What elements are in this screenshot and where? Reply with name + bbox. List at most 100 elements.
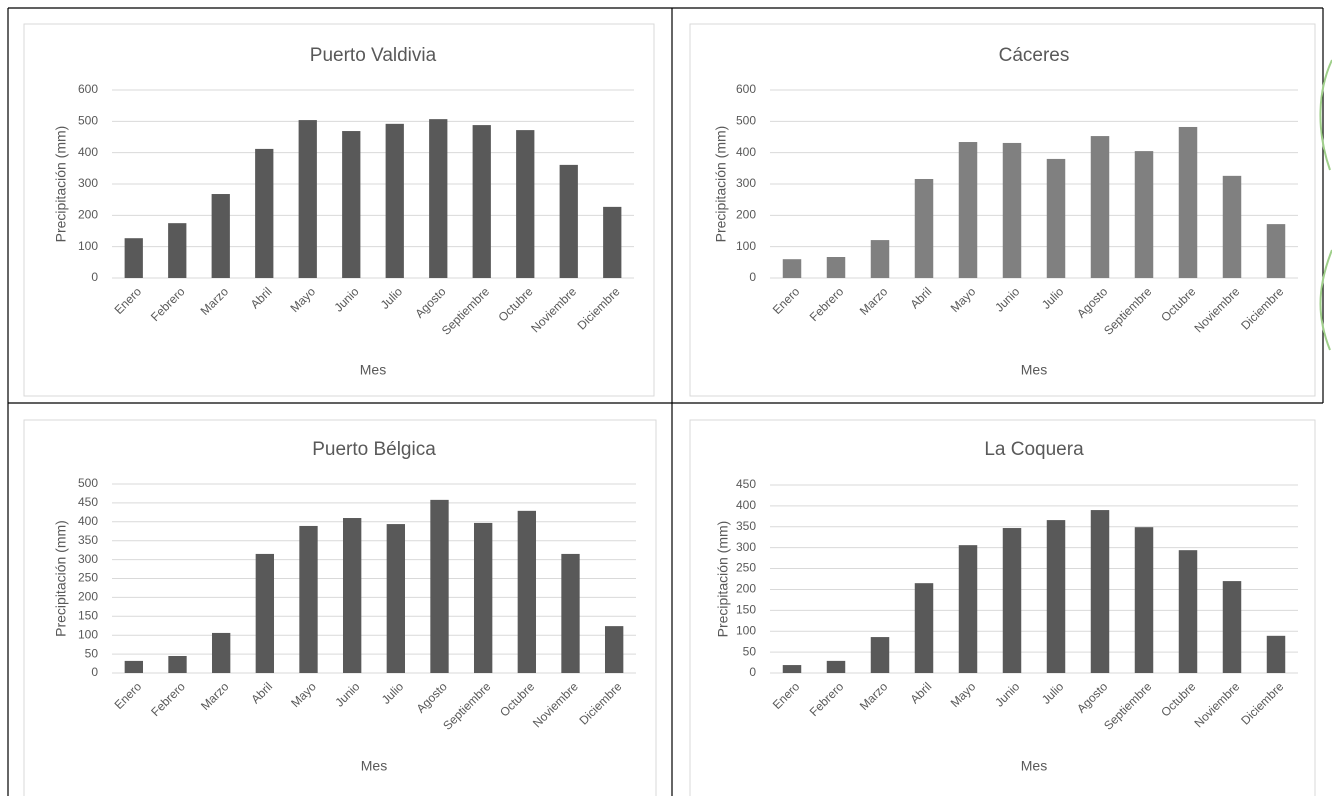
bar <box>255 148 274 278</box>
chart-title: Cáceres <box>999 45 1070 66</box>
bar <box>430 499 449 673</box>
y-tick-label: 400 <box>78 514 98 528</box>
x-axis-title: Mes <box>360 362 386 378</box>
bar <box>1266 224 1286 278</box>
y-tick-label: 300 <box>736 540 756 554</box>
bar <box>1134 151 1154 278</box>
bar <box>604 626 624 673</box>
y-tick-label: 500 <box>736 114 756 128</box>
bar <box>1222 175 1242 278</box>
bar <box>473 522 493 673</box>
bar <box>342 518 362 673</box>
y-tick-label: 150 <box>736 603 756 617</box>
y-tick-label: 0 <box>91 270 98 284</box>
y-tick-label: 400 <box>736 498 756 512</box>
y-tick-label: 400 <box>78 145 98 159</box>
bar <box>1090 136 1110 278</box>
y-tick-label: 450 <box>78 495 98 509</box>
bar <box>1178 126 1198 279</box>
bar <box>1046 520 1066 673</box>
y-tick-label: 100 <box>78 239 98 253</box>
bar <box>298 120 317 278</box>
bar <box>516 130 535 278</box>
y-tick-label: 300 <box>78 176 98 190</box>
bar <box>386 524 406 673</box>
bar <box>211 194 230 278</box>
y-tick-label: 100 <box>736 623 756 637</box>
chart-frame <box>689 23 1316 397</box>
bar <box>826 257 846 278</box>
y-tick-label: 0 <box>749 665 756 679</box>
bar <box>870 637 890 673</box>
bar <box>299 525 318 673</box>
bar <box>429 119 448 278</box>
y-tick-label: 350 <box>78 533 98 547</box>
y-tick-label: 0 <box>749 270 756 284</box>
bar <box>914 178 934 278</box>
bar <box>1178 550 1198 673</box>
y-tick-label: 50 <box>85 646 99 660</box>
chart-frame <box>23 419 657 796</box>
bar <box>342 131 361 278</box>
table-borders <box>7 7 1324 796</box>
bar <box>124 238 143 278</box>
x-axis-title: Mes <box>1021 758 1047 774</box>
y-tick-label: 250 <box>736 561 756 575</box>
bar <box>559 164 578 278</box>
chart-frame <box>689 419 1316 796</box>
bar <box>603 206 622 278</box>
bar <box>826 660 846 673</box>
bar <box>782 665 802 673</box>
y-tick-label: 450 <box>736 477 756 491</box>
y-tick-label: 200 <box>78 208 98 222</box>
chart-title: Puerto Valdivia <box>310 45 437 66</box>
bar <box>870 240 890 278</box>
y-tick-label: 350 <box>736 519 756 533</box>
bar <box>1002 528 1022 673</box>
bar <box>1090 510 1110 673</box>
y-tick-label: 400 <box>736 145 756 159</box>
bar <box>1002 142 1022 278</box>
y-tick-label: 50 <box>743 644 757 658</box>
bar <box>958 142 978 278</box>
chart-frame <box>23 23 655 397</box>
bar <box>914 583 934 673</box>
y-tick-label: 600 <box>736 82 756 96</box>
bar <box>1266 635 1286 673</box>
y-axis-title: Precipitación (mm) <box>53 520 69 637</box>
bar <box>255 553 275 673</box>
bar <box>124 660 144 673</box>
bar <box>958 545 978 673</box>
bar <box>1222 581 1242 673</box>
y-axis-title: Precipitación (mm) <box>713 126 729 243</box>
y-tick-label: 500 <box>78 114 98 128</box>
y-tick-label: 100 <box>78 627 98 641</box>
y-tick-label: 500 <box>78 476 98 490</box>
x-axis-title: Mes <box>361 758 387 774</box>
bar <box>1046 158 1066 278</box>
y-tick-label: 300 <box>736 176 756 190</box>
y-tick-label: 300 <box>78 552 98 566</box>
bar <box>472 125 491 279</box>
decoration <box>1319 59 1332 351</box>
chart-title: La Coquera <box>984 439 1084 460</box>
bar <box>168 655 187 673</box>
y-tick-label: 200 <box>78 590 98 604</box>
chart-title: Puerto Bélgica <box>312 439 436 460</box>
bar <box>1134 527 1154 673</box>
y-tick-label: 600 <box>78 82 98 96</box>
y-tick-label: 100 <box>736 239 756 253</box>
bar <box>561 553 580 673</box>
bar <box>168 223 187 278</box>
y-axis-title: Precipitación (mm) <box>715 521 731 638</box>
y-tick-label: 200 <box>736 582 756 596</box>
bar <box>385 123 404 278</box>
x-axis-title: Mes <box>1021 362 1047 378</box>
y-tick-label: 150 <box>78 608 98 622</box>
y-tick-label: 200 <box>736 208 756 222</box>
bar <box>517 510 537 673</box>
y-tick-label: 0 <box>91 665 98 679</box>
bar <box>782 259 802 278</box>
